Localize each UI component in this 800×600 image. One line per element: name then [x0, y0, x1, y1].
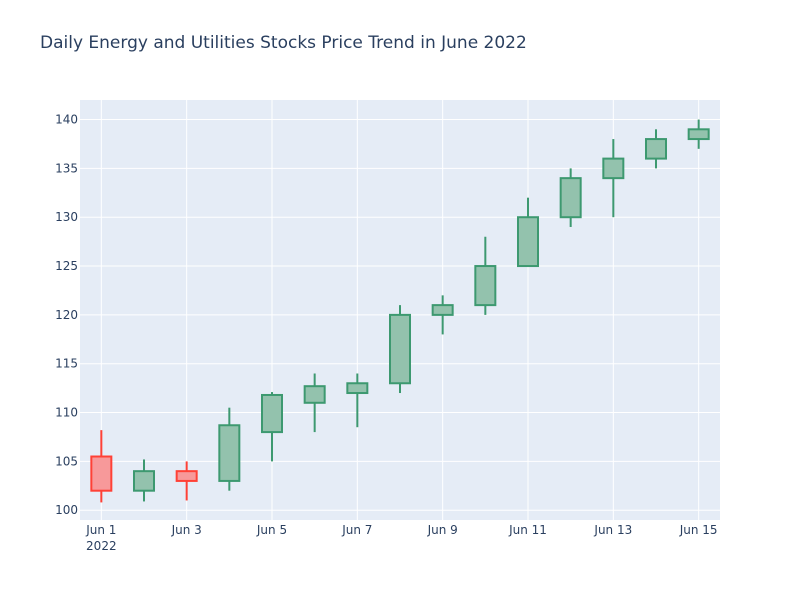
- x-tick-label: Jun 5: [256, 523, 287, 537]
- candle-body: [218, 424, 241, 482]
- candle-body: [303, 385, 326, 404]
- chart-title: Daily Energy and Utilities Stocks Price …: [40, 33, 527, 53]
- y-tick-label: 100: [55, 503, 78, 517]
- candle-body: [559, 177, 582, 219]
- x-tick-label: Jun 11: [508, 523, 547, 537]
- x-tick-label: Jun 13: [593, 523, 632, 537]
- candle-body: [645, 138, 667, 160]
- candle-body: [602, 157, 625, 180]
- candle-body: [431, 304, 454, 316]
- x-tick-label: Jun 1: [85, 523, 116, 537]
- x-tick-label: Jun 15: [679, 523, 718, 537]
- candle-body: [90, 455, 113, 492]
- candle-body: [474, 265, 497, 307]
- y-tick-label: 125: [55, 259, 78, 273]
- candle-body: [687, 128, 710, 141]
- y-tick-label: 115: [55, 357, 78, 371]
- x-tick-label: Jun 3: [171, 523, 202, 537]
- candle-body: [346, 382, 369, 395]
- candle-body: [389, 313, 411, 385]
- y-tick-label: 110: [55, 406, 78, 420]
- candle-body: [261, 393, 283, 434]
- x-tick-year-label: 2022: [86, 539, 117, 553]
- y-tick-label: 135: [55, 161, 78, 175]
- y-tick-label: 130: [55, 210, 78, 224]
- y-tick-label: 105: [55, 454, 78, 468]
- candle-body: [175, 470, 198, 482]
- x-tick-label: Jun 9: [427, 523, 458, 537]
- candle-body: [517, 216, 539, 268]
- x-tick-label: Jun 7: [341, 523, 372, 537]
- y-tick-label: 140: [55, 113, 78, 127]
- candle-body: [133, 470, 155, 492]
- y-tick-label: 120: [55, 308, 78, 322]
